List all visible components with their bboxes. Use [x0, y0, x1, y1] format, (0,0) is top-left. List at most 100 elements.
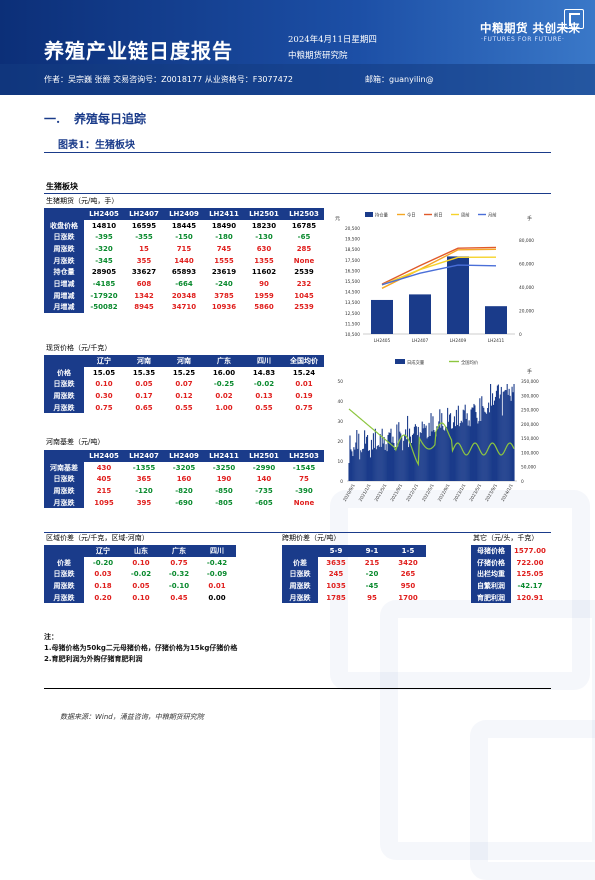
row-label: 周涨跌	[44, 390, 84, 402]
author-line: 作者：吴宗巍 张爵 交易咨询号：Z0018177 从业资格号：F3077472	[44, 75, 293, 84]
basis-table: LH2405 LH2407 LH2409 LH2411 LH2501 LH2503 河南基差…	[44, 450, 324, 509]
table-cell: 0.10	[95, 380, 113, 389]
row-label: 月涨跌	[44, 401, 84, 414]
table-cell: 365	[136, 475, 152, 484]
table-cell: 3420	[398, 558, 418, 567]
table-header-row: 辽宁 河南 河南 广东 四川 全国均价	[44, 355, 324, 367]
table-row: 日涨跌 245 -20 265	[282, 568, 426, 581]
y-tick-label: 20,500	[345, 226, 360, 232]
y-tick-label: 50	[338, 379, 344, 385]
table-cell: -65	[297, 233, 311, 242]
row-label: 自繁利润	[471, 580, 511, 592]
table-row: 母猪价格 1577.00	[471, 545, 549, 557]
table-cell: 20348	[171, 291, 197, 300]
table-row: 日涨跌 0.03 -0.02 -0.32 -0.09	[44, 568, 236, 581]
table-cell: 11602	[251, 268, 277, 277]
brand-slogan: ·FUTURES FOR FUTURE·	[481, 36, 565, 43]
x-tick-label: 2023/5/1	[468, 483, 483, 503]
table-cell: -20	[365, 570, 379, 579]
table-cell: 190	[216, 475, 232, 484]
table-cell: -150	[175, 233, 193, 242]
table-row: 月涨跌 0.75 0.65 0.55 1.00 0.55 0.75	[44, 401, 324, 414]
table-cell: 0.01	[208, 581, 226, 590]
table-cell: 0.19	[295, 391, 313, 400]
table-cell: -390	[295, 486, 313, 495]
column-header: 1-5	[390, 545, 426, 557]
legend-label: 前日	[434, 212, 443, 219]
table-row: 日涨跌 0.10 0.05 0.07 -0.25 -0.02 0.01	[44, 378, 324, 391]
table-cell: 0.55	[175, 403, 193, 412]
table-cell: 5860	[254, 303, 274, 312]
table-row: 价差 3635 215 3420	[282, 556, 426, 569]
table-cell: -3250	[212, 463, 236, 472]
table-cell: -17920	[90, 291, 118, 300]
table-row: 育肥利润 120.91	[471, 591, 549, 604]
table-cell: 1045	[294, 291, 314, 300]
row-label: 月涨跌	[44, 254, 84, 267]
table-cell: -735	[255, 486, 273, 495]
table-cell: 1355	[254, 256, 274, 265]
series-line	[381, 256, 497, 286]
table-cell: 15.05	[92, 368, 116, 377]
x-tick-label: 2022/1/1	[405, 483, 420, 503]
table-cell: 1035	[326, 581, 346, 590]
table-cell: -2990	[252, 463, 276, 472]
y-axis-unit: 元	[335, 216, 340, 222]
row-label: 日涨跌	[282, 568, 318, 581]
table-cell: 0.20	[94, 593, 112, 602]
row-label: 河南基差	[44, 461, 84, 474]
x-tick-label: LH2407	[412, 338, 429, 344]
futures-subtitle: 生猪期货（元/吨，手）	[46, 197, 119, 205]
table-cell: 90	[259, 279, 269, 288]
table-cell: -850	[215, 486, 233, 495]
y2-tick-label: 60,000	[519, 261, 534, 267]
legend-label: 全国均价	[461, 359, 479, 366]
table-cell: -120	[135, 486, 153, 495]
y2-tick-label: 250,000	[521, 408, 539, 414]
row-label: 价差	[282, 556, 318, 569]
y-tick-label: 13,500	[345, 300, 360, 306]
table-cell: 0.55	[255, 403, 273, 412]
table-cell: -320	[95, 244, 113, 253]
row-label: 月涨跌	[282, 591, 318, 604]
table-row: 收盘价格 14810 16595 18445 18490 18230 16785	[44, 219, 324, 232]
column-header: LH2405	[84, 208, 124, 220]
table-cell: -240	[215, 279, 233, 288]
table-cell: -0.02	[253, 380, 275, 389]
table-header-row: LH2405 LH2407 LH2409 LH2411 LH2501 LH2503	[44, 208, 324, 220]
row-label: 日涨跌	[44, 473, 84, 486]
table-cell: 215	[364, 558, 380, 567]
company-logo-icon	[564, 9, 584, 29]
y-tick-label: 10,500	[345, 332, 360, 338]
table-cell: 65893	[171, 268, 197, 277]
table-cell: 15.25	[172, 368, 196, 377]
divider	[44, 688, 551, 689]
column-header: LH2409	[164, 208, 204, 220]
table-cell: 15.35	[132, 368, 156, 377]
column-header: 广东	[160, 545, 198, 557]
table-cell: 1440	[174, 256, 194, 265]
other-table: 母猪价格 1577.00 仔猪价格 722.00 出栏均重 125.05 自繁利润 -42.1…	[471, 545, 549, 604]
column-header: 山东	[122, 545, 160, 557]
table-cell: 16785	[291, 221, 317, 230]
column-header: 5-9	[318, 545, 354, 557]
table-cell: 18445	[171, 221, 197, 230]
note-2: 2.育肥利润为外购仔猪育肥利润	[44, 655, 143, 663]
table-cell: 0.17	[135, 391, 153, 400]
column-header	[44, 355, 84, 367]
table-cell: 2539	[294, 303, 314, 312]
box-title: 生猪板块	[46, 181, 78, 191]
table-cell: 0.10	[132, 593, 150, 602]
spread-subtitle: 跨期价差（元/吨）	[282, 534, 341, 542]
regional-table: 辽宁 山东 广东 四川 价差 -0.20 0.10 0.75 -0.42 日涨跌 0.03 -0.02…	[44, 545, 236, 604]
table-cell: -355	[135, 233, 153, 242]
row-label: 月增减	[44, 301, 84, 314]
table-cell: -50082	[90, 303, 118, 312]
table-cell: 1555	[214, 256, 234, 265]
x-tick-label: 2022/9/1	[437, 483, 452, 503]
x-tick-label: 2020/9/1	[342, 483, 357, 503]
table-cell: None	[293, 256, 315, 265]
section-title: 一. 养殖每日追踪	[44, 110, 146, 127]
y-tick-label: 0	[340, 479, 343, 485]
x-tick-label: 2023/9/1	[484, 483, 499, 503]
